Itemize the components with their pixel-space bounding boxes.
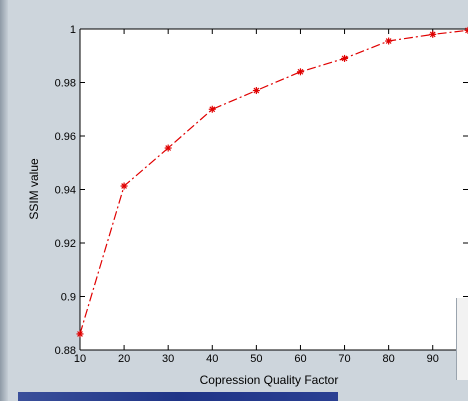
data-point (385, 37, 393, 45)
side-panel (456, 298, 468, 380)
data-point (296, 68, 304, 76)
data-point (164, 144, 172, 152)
axes (79, 28, 468, 351)
marker-stroke (165, 145, 172, 151)
x-tick-label: 50 (250, 353, 262, 365)
y-tick-label: 0.96 (55, 131, 76, 143)
y-axis-title: SSIM value (27, 158, 41, 220)
series-layer (76, 26, 468, 338)
x-tick-label: 30 (162, 353, 174, 365)
x-tick-label: 10 (74, 353, 86, 365)
data-point (208, 105, 216, 113)
x-tick-label: 90 (427, 353, 439, 365)
y-tick-label: 1 (70, 24, 76, 36)
x-tick-label: 40 (206, 353, 218, 365)
taskbar-strip (18, 392, 338, 401)
data-point (464, 26, 468, 34)
marker-stroke (341, 55, 348, 62)
y-tick-label: 0.92 (55, 238, 76, 250)
marker-stroke (297, 68, 304, 75)
y-tick-label: 0.94 (55, 185, 76, 197)
y-tick-label: 0.9 (61, 292, 76, 304)
marker-stroke (385, 38, 392, 44)
window-left-edge (0, 0, 8, 401)
tick-labels: 0.88 0.9 0.92 0.94 0.96 0.98 1 10 20 30 40 50 60 70 80… (55, 24, 439, 365)
plot-area (80, 29, 468, 350)
data-point (76, 330, 84, 338)
x-axis-title: Copression Quality Factor (200, 373, 339, 387)
data-point (341, 54, 349, 62)
marker-stroke (465, 27, 468, 32)
data-point (252, 87, 260, 95)
y-tick-label: 0.98 (55, 78, 76, 90)
x-tick-label: 60 (294, 353, 306, 365)
x-tick-label: 20 (118, 353, 130, 365)
y-tick-label: 0.88 (55, 345, 76, 357)
marker-stroke (121, 183, 127, 189)
data-point (429, 30, 437, 38)
marker-stroke (77, 331, 83, 337)
x-tick-label: 70 (338, 353, 350, 365)
marker-stroke (429, 31, 436, 38)
marker-stroke (465, 29, 468, 34)
marker-stroke (253, 87, 260, 94)
x-tick-label: 80 (383, 353, 395, 365)
marker-stroke (209, 106, 216, 113)
data-point (120, 182, 128, 190)
series-line (79, 29, 468, 335)
